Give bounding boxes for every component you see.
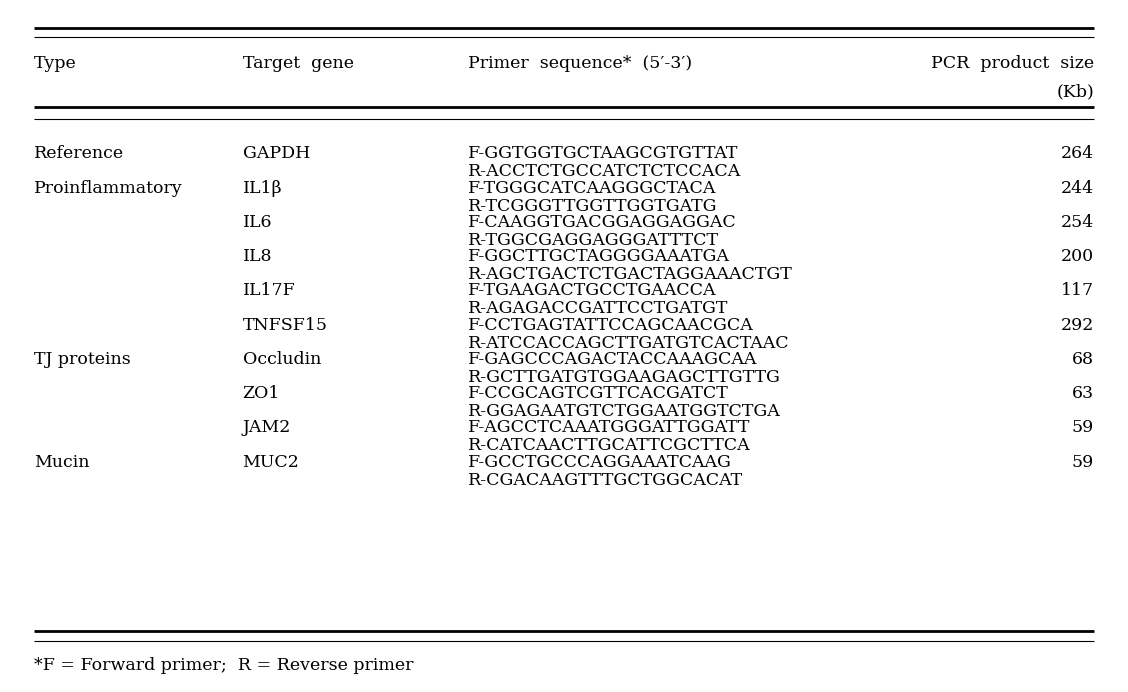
Text: Target  gene: Target gene (243, 55, 353, 73)
Text: R-CATCAACTTGCATTCGCTTCA: R-CATCAACTTGCATTCGCTTCA (468, 437, 751, 455)
Text: Type: Type (34, 55, 77, 73)
Text: R-AGCTGACTCTGACTAGGAAACTGT: R-AGCTGACTCTGACTAGGAAACTGT (468, 266, 793, 283)
Text: Reference: Reference (34, 145, 124, 163)
Text: R-GGAGAATGTCTGGAATGGTCTGA: R-GGAGAATGTCTGGAATGGTCTGA (468, 403, 781, 420)
Text: 254: 254 (1061, 214, 1094, 231)
Text: F-AGCCTCAAATGGGATTGGATT: F-AGCCTCAAATGGGATTGGATT (468, 419, 750, 437)
Text: R-TGGCGAGGAGGGATTTCT: R-TGGCGAGGAGGGATTTCT (468, 232, 720, 249)
Text: F-CCTGAGTATTCCAGCAACGCA: F-CCTGAGTATTCCAGCAACGCA (468, 316, 754, 334)
Text: R-TCGGGTTGGTTGGTGATG: R-TCGGGTTGGTTGGTGATG (468, 198, 717, 215)
Text: TJ proteins: TJ proteins (34, 351, 131, 368)
Text: F-GGCTTGCTAGGGGAAATGA: F-GGCTTGCTAGGGGAAATGA (468, 248, 730, 265)
Text: (Kb): (Kb) (1057, 83, 1094, 100)
Text: *F = Forward primer;  R = Reverse primer: *F = Forward primer; R = Reverse primer (34, 657, 413, 675)
Text: GAPDH: GAPDH (243, 145, 310, 163)
Text: R-GCTTGATGTGGAAGAGCTTGTTG: R-GCTTGATGTGGAAGAGCTTGTTG (468, 369, 781, 386)
Text: 117: 117 (1061, 282, 1094, 300)
Text: PCR  product  size: PCR product size (931, 55, 1094, 73)
Text: F-GAGCCCAGACTACCAAAGCAA: F-GAGCCCAGACTACCAAAGCAA (468, 351, 758, 368)
Text: IL1β: IL1β (243, 179, 282, 197)
Text: IL17F: IL17F (243, 282, 296, 300)
Text: 200: 200 (1061, 248, 1094, 265)
Text: ZO1: ZO1 (243, 385, 280, 402)
Text: TNFSF15: TNFSF15 (243, 316, 327, 334)
Text: F-GCCTGCCCAGGAAATCAAG: F-GCCTGCCCAGGAAATCAAG (468, 453, 732, 471)
Text: JAM2: JAM2 (243, 419, 291, 437)
Text: R-CGACAAGTTTGCTGGCACAT: R-CGACAAGTTTGCTGGCACAT (468, 472, 743, 489)
Text: 59: 59 (1072, 419, 1094, 437)
Text: R-AGAGACCGATTCCTGATGT: R-AGAGACCGATTCCTGATGT (468, 300, 729, 318)
Text: F-TGAAGACTGCCTGAACCA: F-TGAAGACTGCCTGAACCA (468, 282, 716, 300)
Text: Proinflammatory: Proinflammatory (34, 179, 183, 197)
Text: 63: 63 (1072, 385, 1094, 402)
Text: F-GGTGGTGCTAAGCGTGTTAT: F-GGTGGTGCTAAGCGTGTTAT (468, 145, 739, 163)
Text: 59: 59 (1072, 453, 1094, 471)
Text: IL6: IL6 (243, 214, 272, 231)
Text: IL8: IL8 (243, 248, 272, 265)
Text: 68: 68 (1072, 351, 1094, 368)
Text: MUC2: MUC2 (243, 453, 299, 471)
Text: R-ATCCACCAGCTTGATGTCACTAAC: R-ATCCACCAGCTTGATGTCACTAAC (468, 334, 790, 352)
Text: 244: 244 (1061, 179, 1094, 197)
Text: 292: 292 (1060, 316, 1094, 334)
Text: F-TGGGCATCAAGGGCTACA: F-TGGGCATCAAGGGCTACA (468, 179, 716, 197)
Text: Occludin: Occludin (243, 351, 320, 368)
Text: Mucin: Mucin (34, 453, 89, 471)
Text: Primer  sequence*  (5′-3′): Primer sequence* (5′-3′) (468, 55, 693, 73)
Text: F-CAAGGTGACGGAGGAGGAC: F-CAAGGTGACGGAGGAGGAC (468, 214, 737, 231)
Text: R-ACCTCTGCCATCTCTCCACA: R-ACCTCTGCCATCTCTCCACA (468, 163, 741, 181)
Text: F-CCGCAGTCGTTCACGATCT: F-CCGCAGTCGTTCACGATCT (468, 385, 729, 402)
Text: 264: 264 (1061, 145, 1094, 163)
